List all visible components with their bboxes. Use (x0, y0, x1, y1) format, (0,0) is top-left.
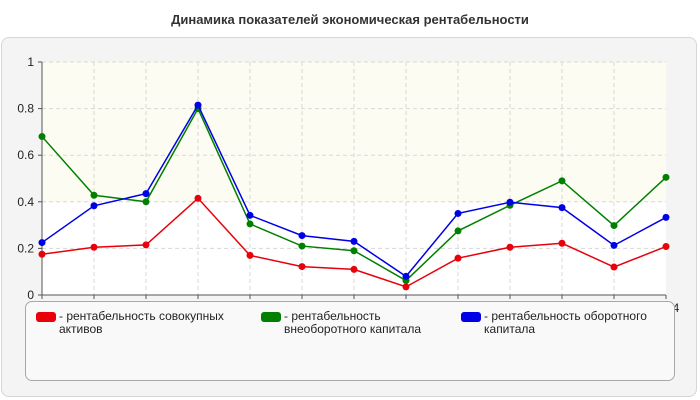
data-point (662, 173, 670, 181)
data-point (90, 202, 98, 210)
data-point (506, 198, 514, 206)
plot-area-band (42, 62, 666, 202)
y-tick-label: 0 (27, 288, 34, 302)
data-point (454, 227, 462, 235)
data-point (194, 101, 202, 109)
data-point (246, 220, 254, 228)
data-point (298, 263, 306, 271)
legend-label: - рентабельность совокупных активов (59, 309, 224, 336)
data-point (246, 251, 254, 259)
legend-item-current-capital: - рентабельность оборотного капитала (461, 310, 671, 336)
data-point (298, 242, 306, 250)
data-point (662, 243, 670, 251)
legend-swatch-green (261, 312, 281, 322)
chart-title: Динамика показателей экономическая рента… (171, 12, 529, 27)
data-point (90, 191, 98, 199)
legend-swatch-red (36, 312, 56, 322)
legend-label: - рентабельность внеоборотного капитала (284, 309, 421, 336)
data-point (142, 198, 150, 206)
legend-label: - рентабельность оборотного капитала (484, 309, 647, 336)
data-point (610, 222, 618, 230)
data-point (142, 241, 150, 249)
data-point (558, 177, 566, 185)
data-point (558, 239, 566, 247)
data-point (246, 211, 254, 219)
data-point (558, 204, 566, 212)
legend: - рентабельность совокупных активов - ре… (25, 301, 675, 381)
y-tick-label: 1 (27, 55, 34, 69)
data-point (194, 194, 202, 202)
data-point (454, 209, 462, 217)
y-tick-label: 0.6 (17, 148, 34, 162)
data-point (298, 232, 306, 240)
data-point (454, 254, 462, 262)
data-point (350, 265, 358, 273)
data-point (662, 213, 670, 221)
data-point (38, 239, 46, 247)
data-point (38, 250, 46, 258)
data-point (610, 263, 618, 271)
legend-item-noncurrent-capital: - рентабельность внеоборотного капитала (261, 310, 456, 336)
y-tick-label: 0.4 (17, 195, 34, 209)
data-point (402, 272, 410, 280)
data-point (90, 243, 98, 251)
data-point (142, 190, 150, 198)
y-tick-label: 0.2 (17, 241, 34, 255)
data-point (350, 247, 358, 255)
data-point (402, 283, 410, 291)
legend-item-total-assets: - рентабельность совокупных активов (36, 310, 246, 336)
data-point (38, 133, 46, 141)
data-point (350, 237, 358, 245)
data-point (506, 243, 514, 251)
legend-swatch-blue (461, 312, 481, 322)
y-tick-label: 0.8 (17, 102, 34, 116)
data-point (610, 241, 618, 249)
